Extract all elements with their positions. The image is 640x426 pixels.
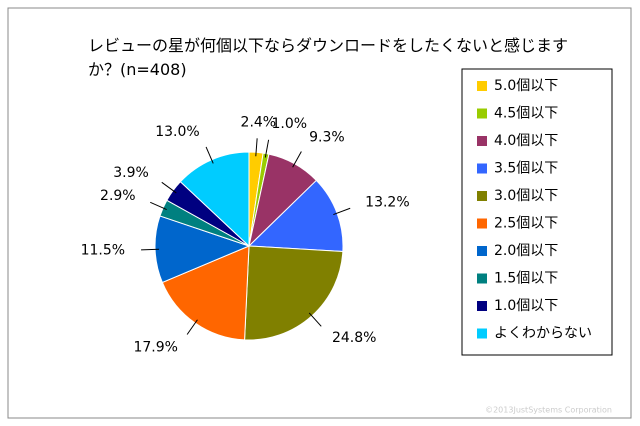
legend-marker: [477, 136, 487, 146]
leader-line: [255, 138, 258, 157]
data-label: 11.5%: [81, 242, 125, 258]
legend-label: 4.0個以下: [494, 133, 558, 149]
data-label: 2.9%: [100, 188, 136, 204]
legend-marker: [477, 163, 487, 174]
pie-slice: [244, 245, 344, 341]
data-label: 13.2%: [365, 195, 409, 211]
data-label: 3.9%: [113, 165, 149, 181]
legend-marker: [477, 301, 487, 311]
legend-marker: [477, 81, 487, 91]
chart-title: レビューの星が何個以下ならダウンロードをしたくないと感じますか？(n=408): [88, 36, 569, 79]
frame: [7, 7, 632, 419]
data-label: 1.0%: [271, 116, 307, 132]
data-label: 9.3%: [309, 130, 345, 146]
leader-line: [308, 312, 322, 327]
legend-label: よくわからない: [494, 326, 592, 342]
legend-label: 4.5個以下: [494, 106, 558, 122]
legend-label: 2.5個以下: [494, 216, 558, 232]
leader-line: [264, 139, 270, 158]
data-label: 13.0%: [155, 124, 199, 140]
legend-marker: [477, 328, 487, 339]
legend-marker: [477, 273, 487, 284]
legend-label: 5.0個以下: [494, 78, 558, 94]
leader-line: [205, 146, 214, 164]
leader-line: [292, 151, 302, 168]
legend-marker: [477, 191, 487, 201]
leader-line: [333, 207, 351, 216]
data-label: 2.4%: [241, 114, 277, 130]
data-label: 17.9%: [133, 340, 177, 356]
legend-marker: [477, 108, 487, 119]
legend-marker: [477, 218, 487, 229]
leader-line: [161, 181, 177, 194]
data-label: 24.8%: [332, 330, 376, 346]
leader-line: [141, 248, 160, 251]
copyright: ©2013JustSystems Corporation: [485, 406, 612, 415]
leader-line: [150, 201, 167, 211]
legend-label: 1.0個以下: [494, 298, 558, 314]
legend-label: 2.0個以下: [494, 243, 558, 259]
legend-marker: [477, 246, 487, 256]
legend-label: 3.5個以下: [494, 161, 558, 177]
legend-label: 3.0個以下: [494, 188, 558, 204]
leader-line: [186, 319, 198, 335]
legend-label: 1.5個以下: [494, 271, 558, 287]
